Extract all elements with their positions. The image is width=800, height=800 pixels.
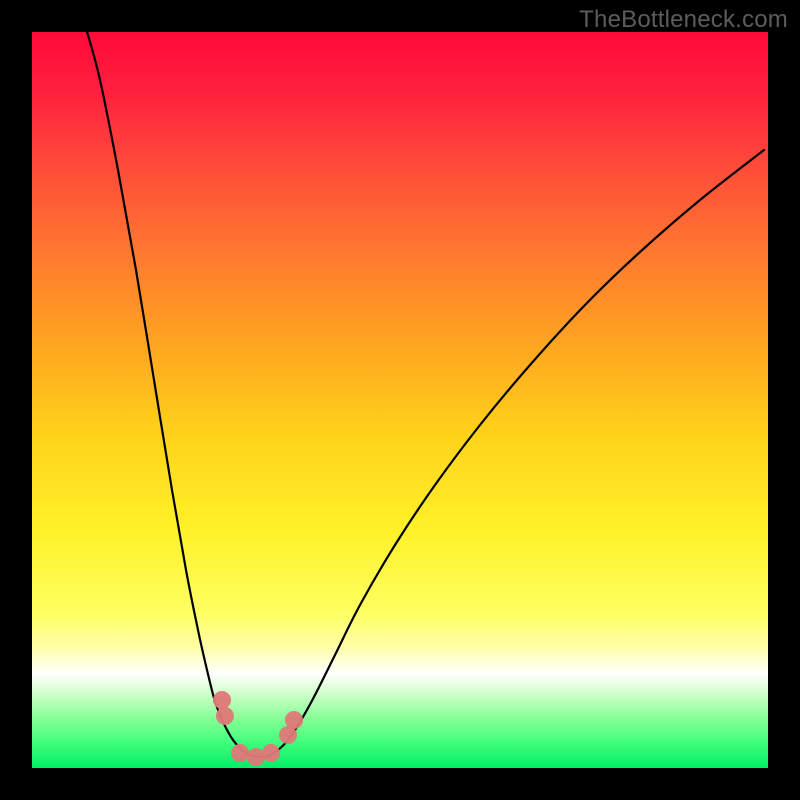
curve-marker bbox=[262, 744, 280, 762]
curve-marker bbox=[285, 711, 303, 729]
bottleneck-v-curve bbox=[86, 28, 764, 757]
curve-marker bbox=[231, 744, 249, 762]
curve-marker bbox=[216, 707, 234, 725]
curve-layer bbox=[0, 0, 800, 800]
curve-marker bbox=[213, 691, 231, 709]
